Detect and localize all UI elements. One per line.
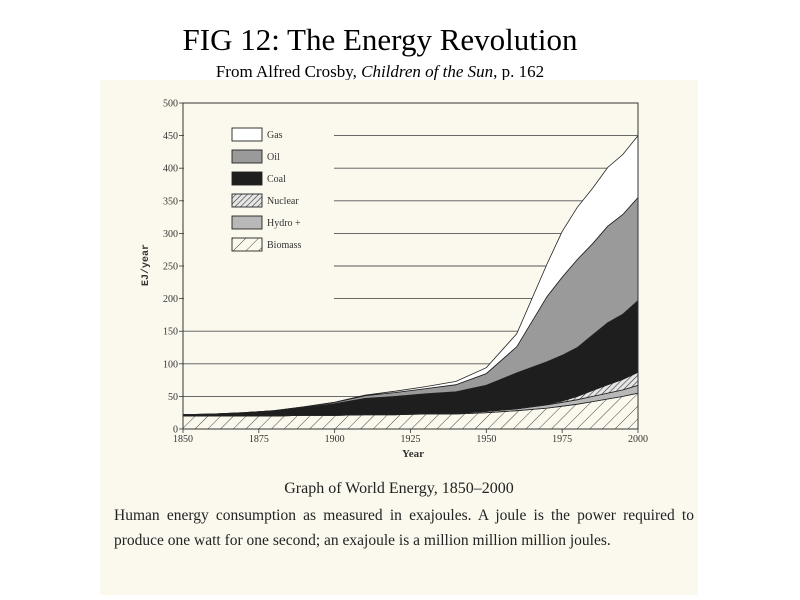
y-tick-450: 450 bbox=[163, 131, 178, 142]
caption-text: Human energy consumption as measured in … bbox=[114, 507, 694, 549]
legend-swatch-hydro bbox=[231, 215, 263, 230]
legend: Gas Oil Coal Nuclear Hydro + Biomass bbox=[184, 127, 334, 307]
legend-label-oil: Oil bbox=[267, 152, 280, 163]
caption-title: Graph of World Energy, 1850–2000 bbox=[284, 480, 514, 497]
legend-label-biomass: Biomass bbox=[267, 240, 302, 251]
legend-label-nuclear: Nuclear bbox=[267, 196, 299, 207]
x-tick-1925: 1925 bbox=[401, 434, 421, 445]
x-tick-1900: 1900 bbox=[325, 434, 345, 445]
legend-bg-biomass bbox=[184, 290, 334, 307]
y-tick-100: 100 bbox=[163, 359, 178, 370]
source-suffix: , p. 162 bbox=[493, 62, 545, 81]
x-tick-1950: 1950 bbox=[476, 434, 496, 445]
y-tick-200: 200 bbox=[163, 294, 178, 305]
legend-label-coal: Coal bbox=[267, 174, 286, 185]
legend-label-gas: Gas bbox=[267, 130, 283, 141]
y-tick-250: 250 bbox=[163, 262, 178, 273]
x-tick-1850: 1850 bbox=[173, 434, 193, 445]
tick-labels: 0 50 100 150 200 250 300 350 400 450 500 1850 1875 19… bbox=[163, 99, 648, 446]
legend-bg-hydro bbox=[184, 258, 334, 274]
y-tick-400: 400 bbox=[163, 164, 178, 175]
y-tick-500: 500 bbox=[163, 99, 178, 110]
source-book-title: Children of the Sun bbox=[361, 62, 494, 81]
x-tick-1975: 1975 bbox=[552, 434, 572, 445]
legend-bg-oil bbox=[184, 160, 334, 177]
y-axis-label: EJ/year bbox=[140, 244, 152, 286]
x-tick-2000: 2000 bbox=[628, 434, 648, 445]
y-tick-50: 50 bbox=[168, 392, 178, 403]
source-prefix: From Alfred Crosby, bbox=[215, 62, 362, 81]
y-tick-150: 150 bbox=[163, 327, 178, 338]
legend-swatch-nuclear bbox=[231, 193, 263, 208]
legend-swatch-oil bbox=[231, 149, 263, 164]
y-tick-0: 0 bbox=[173, 425, 178, 436]
y-tick-300: 300 bbox=[163, 229, 178, 240]
figure-title: FIG 12: The Energy Revolution bbox=[182, 22, 578, 57]
figure-source: From Alfred Crosby, Children of the Sun,… bbox=[0, 62, 760, 82]
y-tick-350: 350 bbox=[163, 196, 178, 207]
x-axis-label: Year bbox=[402, 448, 424, 460]
legend-swatch-gas bbox=[231, 127, 263, 142]
legend-bg-nuclear bbox=[184, 225, 334, 242]
legend-swatch-biomass bbox=[231, 237, 263, 252]
legend-label-hydro: Hydro + bbox=[267, 218, 301, 229]
legend-swatch-coal bbox=[231, 171, 263, 186]
x-tick-1875: 1875 bbox=[249, 434, 269, 445]
